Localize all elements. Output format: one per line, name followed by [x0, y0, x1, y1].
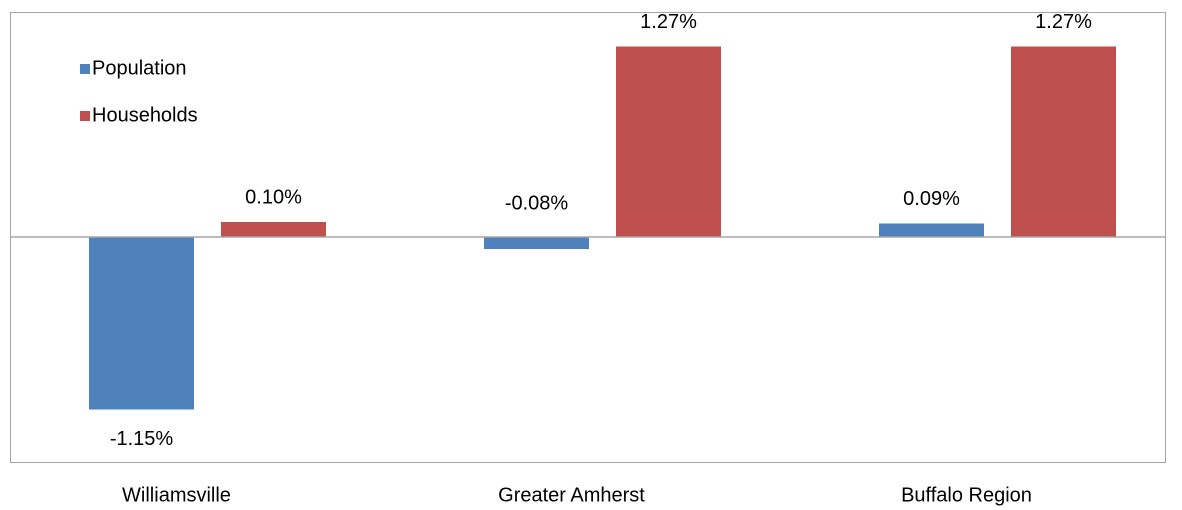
- bar: [879, 223, 984, 237]
- legend-swatch: [80, 64, 90, 74]
- bar: [221, 222, 326, 237]
- data-label: 1.27%: [1035, 11, 1092, 33]
- data-label: 0.09%: [903, 188, 960, 210]
- bar: [616, 46, 721, 237]
- bar: [1011, 46, 1116, 237]
- legend-swatch: [80, 111, 90, 121]
- data-label: -0.08%: [505, 192, 569, 214]
- data-label: 1.27%: [640, 11, 697, 33]
- x-tick-label: Greater Amherst: [498, 484, 645, 506]
- x-tick-label: Williamsville: [122, 484, 231, 506]
- legend-label: Population: [92, 57, 187, 79]
- x-tick-label: Buffalo Region: [901, 484, 1032, 506]
- data-label: -1.15%: [110, 428, 174, 450]
- data-label: 0.10%: [245, 186, 302, 208]
- legend-label: Households: [92, 104, 198, 126]
- bar: [89, 237, 194, 410]
- bar: [484, 237, 589, 249]
